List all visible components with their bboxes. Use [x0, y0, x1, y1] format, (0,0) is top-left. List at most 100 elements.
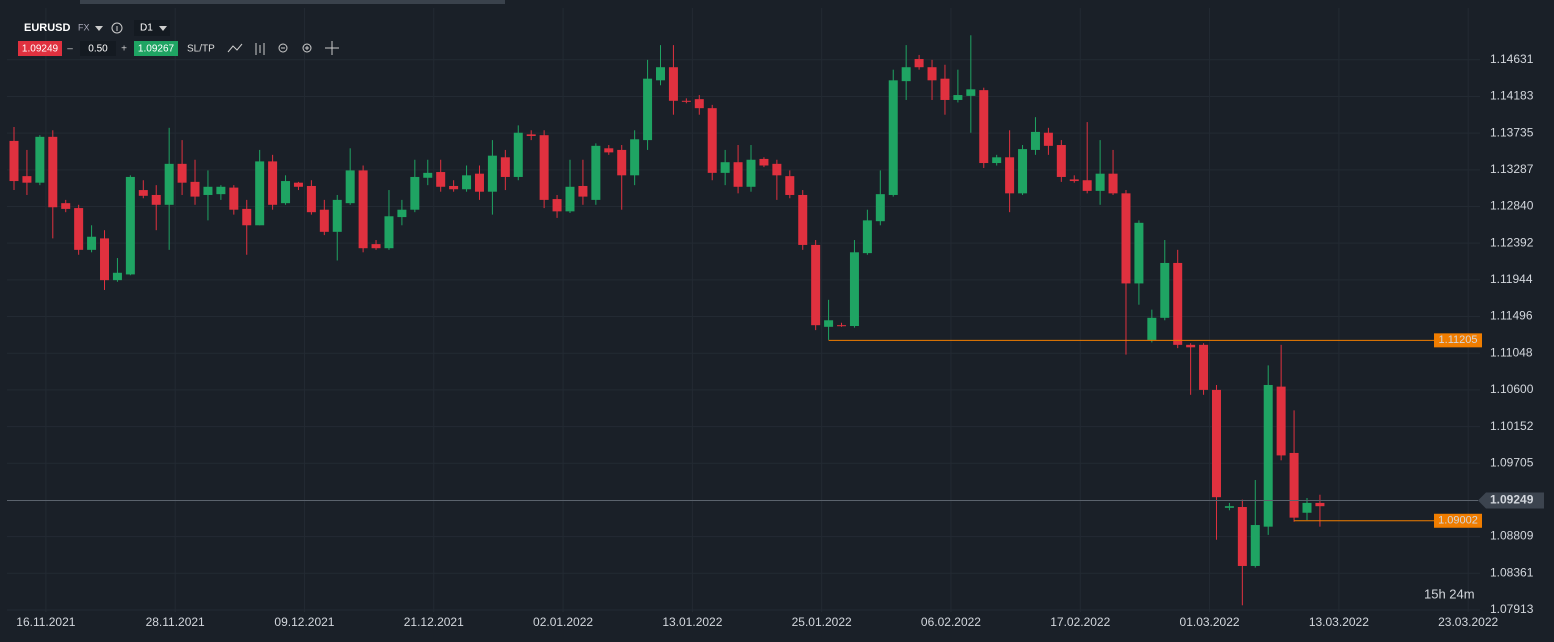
- minus[interactable]: –: [67, 44, 73, 55]
- y-tick-label: 1.11496: [1490, 309, 1533, 323]
- y-tick-label: 1.11944: [1490, 272, 1533, 286]
- zoom-out-icon[interactable]: [278, 43, 288, 53]
- level-box: [1434, 333, 1482, 348]
- lot[interactable]: 0.50: [88, 44, 108, 55]
- timeframe[interactable]: D1: [140, 23, 153, 34]
- y-tick-label: 1.07913: [1490, 602, 1534, 616]
- info-icon[interactable]: [111, 22, 123, 34]
- lot-box[interactable]: [80, 41, 116, 56]
- candle-body: [1147, 317, 1157, 340]
- toolbar: EURUSD FX D1 1.09249 – 0.50 + 1.09267 SL…: [18, 20, 339, 56]
- y-tick-label: 1.12840: [1490, 199, 1534, 213]
- dropdown-icon[interactable]: [95, 26, 103, 31]
- y-tick-label: 1.08809: [1490, 529, 1534, 543]
- symbol[interactable]: EURUSD: [24, 22, 71, 34]
- candle-body: [112, 272, 122, 281]
- candle-body: [1199, 344, 1209, 390]
- candle-body: [966, 89, 976, 96]
- candle-body: [513, 132, 523, 177]
- candle-body: [552, 199, 562, 212]
- y-tick-label: 1.13735: [1490, 125, 1534, 139]
- line-tool-icon[interactable]: [227, 43, 243, 53]
- x-tick-label: 23.03.2022: [1438, 615, 1498, 629]
- candle-body: [9, 140, 19, 182]
- candle-body: [293, 182, 303, 187]
- x-tick-label: 01.03.2022: [1180, 615, 1240, 629]
- candle-body: [216, 186, 226, 195]
- candle-body: [1250, 525, 1260, 566]
- candle-body: [1276, 386, 1286, 456]
- candle-body: [1173, 262, 1183, 345]
- y-tick-label: 1.08361: [1490, 565, 1534, 579]
- candle-body: [462, 175, 472, 190]
- last-price-label: 1.09249: [1490, 493, 1534, 507]
- candle-body: [837, 325, 847, 327]
- candle-body: [345, 170, 355, 204]
- candle-body: [1043, 132, 1053, 146]
- candle-tool-icon[interactable]: [255, 43, 265, 55]
- candle-body: [487, 155, 497, 192]
- candle-body: [1056, 145, 1066, 177]
- candle-body: [746, 159, 756, 187]
- candle-body: [785, 176, 795, 195]
- candle-body: [268, 161, 278, 205]
- x-tick-label: 16.11.2021: [16, 615, 75, 629]
- loading-bar: [80, 0, 505, 4]
- candle-body: [87, 236, 97, 250]
- candle-body: [759, 158, 769, 166]
- candle-body: [35, 136, 45, 183]
- y-tick-label: 1.14183: [1490, 89, 1534, 103]
- candle-body: [772, 163, 782, 176]
- candle-body: [578, 185, 588, 197]
- bid[interactable]: 1.09249: [22, 44, 59, 55]
- plus[interactable]: +: [121, 44, 127, 55]
- candle-body: [371, 244, 381, 249]
- level-label: 1.09002: [1438, 515, 1478, 527]
- y-tick-label: 1.09705: [1490, 455, 1534, 469]
- candle-body: [1005, 157, 1015, 194]
- candle-body: [656, 67, 665, 81]
- candle-body: [824, 320, 834, 327]
- sell-button[interactable]: [18, 41, 62, 56]
- candle-body: [681, 100, 691, 102]
- y-tick-label: 1.10600: [1490, 382, 1534, 396]
- candle-body: [992, 157, 1002, 164]
- candle-body: [22, 176, 32, 183]
- candle-body: [281, 181, 291, 204]
- candle-body: [74, 208, 84, 250]
- candle-body: [604, 148, 614, 153]
- ask[interactable]: 1.09267: [138, 44, 175, 55]
- candle-body: [358, 170, 368, 249]
- candle-body: [862, 220, 872, 254]
- candle-body: [888, 80, 898, 195]
- candle-body: [1108, 173, 1118, 194]
- candle-body: [811, 244, 821, 326]
- candle-body: [177, 163, 187, 183]
- x-tick-label: 09.12.2021: [274, 615, 334, 629]
- candle-body: [927, 67, 937, 81]
- candle-body: [1030, 131, 1040, 150]
- buy-button[interactable]: [134, 41, 178, 56]
- candle-body: [694, 99, 704, 109]
- candle-body: [1211, 389, 1221, 498]
- candle-body: [474, 173, 484, 192]
- move-icon[interactable]: [325, 41, 339, 55]
- candle-body: [617, 149, 627, 176]
- candle-body: [255, 161, 265, 226]
- candle-body: [306, 185, 316, 213]
- timeframe-box[interactable]: [134, 20, 170, 36]
- candle-body: [384, 216, 394, 249]
- x-tick-label: 25.01.2022: [792, 615, 852, 629]
- candle-body: [630, 139, 640, 176]
- candle-body: [203, 186, 213, 195]
- candle-body: [591, 145, 601, 200]
- candle-body: [423, 172, 433, 178]
- candle-body: [229, 187, 239, 210]
- candle-body: [1289, 452, 1299, 518]
- dropdown-icon[interactable]: [159, 26, 167, 31]
- candle-body: [1224, 506, 1234, 508]
- sltp[interactable]: SL/TP: [187, 44, 215, 55]
- zoom-in-icon[interactable]: [302, 43, 312, 53]
- candle-body: [1263, 384, 1273, 527]
